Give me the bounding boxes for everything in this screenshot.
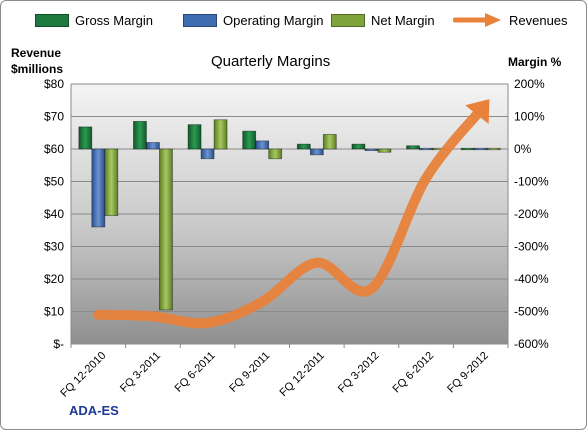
legend-label-net-margin: Net Margin bbox=[371, 12, 435, 28]
bar-gross-margin bbox=[296, 143, 311, 150]
legend-gross-margin: Gross Margin bbox=[35, 12, 153, 28]
x-axis-ticks: FQ 12-2010 FQ 3-2011 FQ 6-2011 FQ 9-2011 FQ … bbox=[58, 344, 509, 400]
bar-gross-margin bbox=[406, 145, 420, 150]
right-axis-ticks: -600% -500% -400% -300% -200% -100% 0% 100% 200% bbox=[514, 77, 549, 351]
bar-gross-margin bbox=[133, 120, 147, 150]
revenue-point bbox=[425, 177, 428, 180]
x-tick-label: FQ 6-2011 bbox=[173, 350, 218, 395]
revenue-point bbox=[151, 315, 154, 318]
revenue-line-path bbox=[93, 105, 486, 329]
x-tick-label: FQ 12-2010 bbox=[58, 350, 108, 400]
x-tick-label: FQ 3-2012 bbox=[336, 350, 382, 396]
bar-operating-margin bbox=[419, 147, 433, 151]
x-tick-label: FQ 12-2011 bbox=[278, 350, 327, 399]
right-tick-label: -200% bbox=[514, 207, 549, 221]
legend-label-operating-margin: Operating Margin bbox=[223, 12, 324, 28]
bar-net-margin bbox=[268, 148, 283, 160]
bar-operating-margin bbox=[146, 142, 160, 150]
bar-operating-margin bbox=[255, 140, 270, 150]
left-tick-label: $80 bbox=[44, 77, 64, 91]
bar-net-margin bbox=[377, 148, 392, 153]
right-tick-label: -300% bbox=[514, 240, 549, 254]
bar-gross-margin bbox=[351, 143, 366, 150]
bar-net-margin bbox=[159, 148, 173, 311]
bar-operating-margin bbox=[91, 148, 106, 228]
left-tick-label: $50 bbox=[44, 175, 64, 189]
legend-operating-margin: Operating Margin bbox=[183, 12, 323, 28]
bar-net-margin bbox=[104, 148, 119, 217]
revenue-point bbox=[97, 313, 100, 316]
left-tick-label: $40 bbox=[44, 207, 64, 221]
x-tick-label: FQ 9-2011 bbox=[227, 350, 272, 395]
left-tick-label: $70 bbox=[44, 110, 64, 124]
bar-net-margin bbox=[486, 147, 501, 151]
left-tick-label: $10 bbox=[44, 305, 64, 319]
right-tick-label: 0% bbox=[514, 142, 532, 156]
bar-operating-margin bbox=[309, 148, 324, 156]
bar-operating-margin bbox=[200, 148, 215, 160]
legend-label-gross-margin: Gross Margin bbox=[75, 12, 154, 28]
bar-gross-margin bbox=[242, 130, 257, 150]
bar-operating-margin bbox=[473, 147, 488, 151]
right-tick-label: -400% bbox=[514, 272, 549, 286]
revenue-point bbox=[370, 287, 373, 290]
brand-label: ADA-ES bbox=[69, 403, 119, 418]
revenue-point bbox=[206, 321, 209, 324]
legend-net-margin: Net Margin bbox=[331, 12, 435, 28]
left-tick-label: $60 bbox=[44, 142, 64, 156]
bars bbox=[78, 119, 501, 311]
right-tick-label: -500% bbox=[514, 305, 549, 319]
left-axis-title: Revenue $millions bbox=[11, 45, 63, 77]
bar-net-margin bbox=[213, 119, 228, 150]
chart-title: Quarterly Margins bbox=[211, 53, 331, 70]
right-tick-label: 100% bbox=[514, 110, 545, 124]
legend-revenues: Revenues bbox=[453, 12, 568, 28]
bar-operating-margin bbox=[364, 148, 379, 152]
legend-arrow-icon bbox=[453, 13, 501, 27]
left-tick-label: $30 bbox=[44, 240, 64, 254]
legend-swatch-net-margin bbox=[331, 13, 365, 27]
left-axis-ticks: $- $10 $20 $30 $40 $50 $60 $70 $80 bbox=[44, 77, 64, 351]
bar-gross-margin bbox=[187, 124, 202, 150]
revenue-line bbox=[93, 99, 490, 329]
left-axis-title-line-2: $millions bbox=[11, 62, 64, 76]
legend-swatch-operating-margin bbox=[183, 13, 217, 27]
left-axis-title-line-1: Revenue bbox=[11, 46, 62, 60]
x-tick-label: FQ 3-2011 bbox=[118, 350, 163, 395]
bar-gross-margin bbox=[460, 147, 475, 151]
revenue-point bbox=[315, 261, 318, 264]
bar-gross-margin bbox=[78, 126, 93, 150]
x-tick-label: FQ 9-2012 bbox=[445, 350, 491, 396]
right-tick-label: -600% bbox=[514, 337, 549, 351]
revenue-point bbox=[261, 300, 264, 303]
left-tick-label: $20 bbox=[44, 272, 64, 286]
bar-net-margin bbox=[322, 133, 337, 150]
legend-swatch-gross-margin bbox=[35, 13, 69, 27]
x-tick-label: FQ 6-2012 bbox=[391, 350, 437, 396]
left-tick-label: $- bbox=[53, 337, 64, 351]
right-axis-title: Margin % bbox=[508, 55, 562, 69]
revenue-point bbox=[479, 109, 482, 111]
right-tick-label: 200% bbox=[514, 77, 545, 91]
legend-label-revenues: Revenues bbox=[509, 12, 568, 28]
right-tick-label: -100% bbox=[514, 175, 549, 189]
revenue-arrowhead bbox=[465, 99, 490, 125]
